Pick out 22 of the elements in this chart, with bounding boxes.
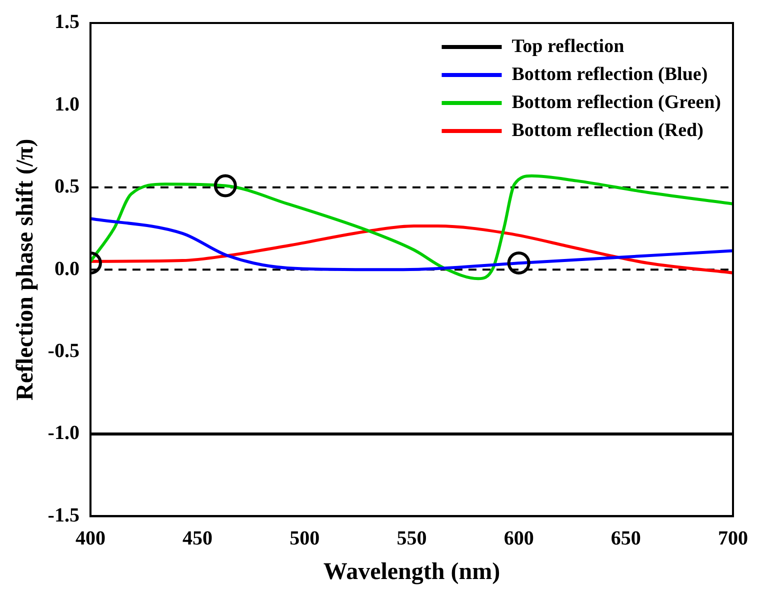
legend-label: Bottom reflection (Green) xyxy=(512,92,722,113)
y-tick-label: 0.5 xyxy=(54,176,80,198)
x-tick-label: 450 xyxy=(182,527,213,550)
line-series xyxy=(90,224,733,274)
y-tick-label: 1.0 xyxy=(54,93,80,116)
line-series xyxy=(90,174,733,280)
legend-label: Bottom reflection (Red) xyxy=(512,120,704,141)
x-axis-title: Wavelength (nm) xyxy=(323,558,500,585)
x-tick-label: 550 xyxy=(396,527,427,550)
x-tick-label: 650 xyxy=(610,527,641,550)
x-tick-label: 700 xyxy=(718,527,748,550)
y-tick-label: -0.5 xyxy=(48,340,80,362)
y-tick-label: 1.5 xyxy=(54,11,80,34)
x-tick-label: 400 xyxy=(75,527,106,550)
y-tick-label: -1.0 xyxy=(48,422,80,444)
legend-label: Top reflection xyxy=(512,36,625,57)
y-axis-title: Reflection phase shift (/π) xyxy=(12,138,39,400)
y-tick-label: -1.5 xyxy=(48,504,80,526)
x-tick-label: 500 xyxy=(290,527,320,550)
y-tick-label: 0.0 xyxy=(54,258,80,280)
legend-label: Bottom reflection (Blue) xyxy=(512,64,708,85)
x-tick-label: 600 xyxy=(504,527,534,550)
